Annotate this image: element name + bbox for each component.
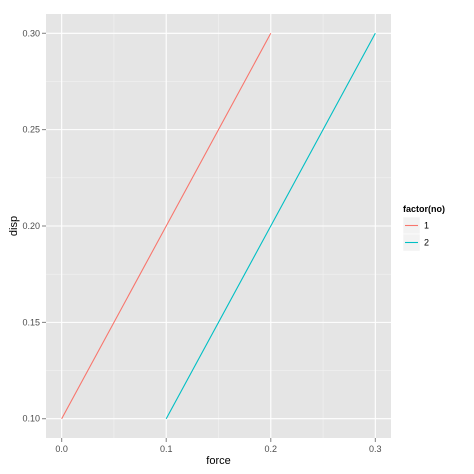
x-tick-label: 0.3 [369,444,382,454]
legend-label: 1 [424,221,429,231]
legend-keys: 12 [402,216,429,252]
x-axis-ticks: 0.0 0.1 0.2 0.3 [55,438,382,454]
legend: factor(no) 12 [402,204,445,252]
y-tick-label: 0.20 [22,221,40,231]
y-tick-label: 0.10 [22,414,40,424]
y-axis-ticks: 0.10 0.15 0.20 0.25 0.30 [22,28,46,424]
x-axis-title: force [206,455,230,467]
legend-title: factor(no) [403,204,445,214]
y-tick-label: 0.25 [22,125,40,135]
y-axis-title: disp [8,216,20,236]
x-tick-label: 0.2 [265,444,278,454]
x-tick-label: 0.1 [160,444,173,454]
y-tick-label: 0.15 [22,317,40,327]
x-tick-label: 0.0 [55,444,68,454]
series-line-1 [61,33,272,419]
y-tick-label: 0.30 [22,28,40,38]
series-line-2 [165,33,376,419]
series-lines [61,33,376,419]
legend-label: 2 [424,238,429,248]
